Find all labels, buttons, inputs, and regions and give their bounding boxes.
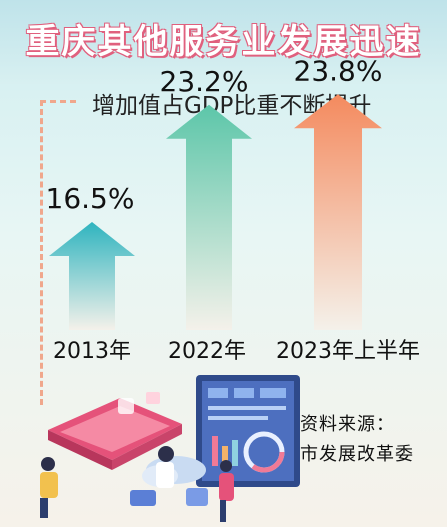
laptop-illustration xyxy=(48,392,182,470)
category-label-1: 2013年 xyxy=(53,339,131,364)
bar-arrow-3 xyxy=(294,94,382,330)
data-source: 资料来源： 市发展改革委 xyxy=(300,410,414,470)
title-band xyxy=(0,0,447,84)
value-label-1: 16.5% xyxy=(46,182,135,215)
dashed-frame-top xyxy=(40,100,76,103)
dashed-frame-left xyxy=(40,100,43,405)
page-title: 重庆其他服务业发展迅速 xyxy=(25,22,422,62)
source-label: 资料来源： xyxy=(300,414,395,435)
bar-arrow-1 xyxy=(49,222,135,330)
people-illustration xyxy=(40,446,234,522)
source-name: 市发展改革委 xyxy=(300,444,414,465)
value-label-3: 23.8% xyxy=(294,54,383,87)
bar-arrow-2 xyxy=(166,104,252,330)
dashboard-screen-illustration xyxy=(196,375,300,487)
category-label-3: 2023年上半年 xyxy=(276,339,420,364)
value-label-2: 23.2% xyxy=(160,65,249,98)
category-label-2: 2022年 xyxy=(168,339,246,364)
